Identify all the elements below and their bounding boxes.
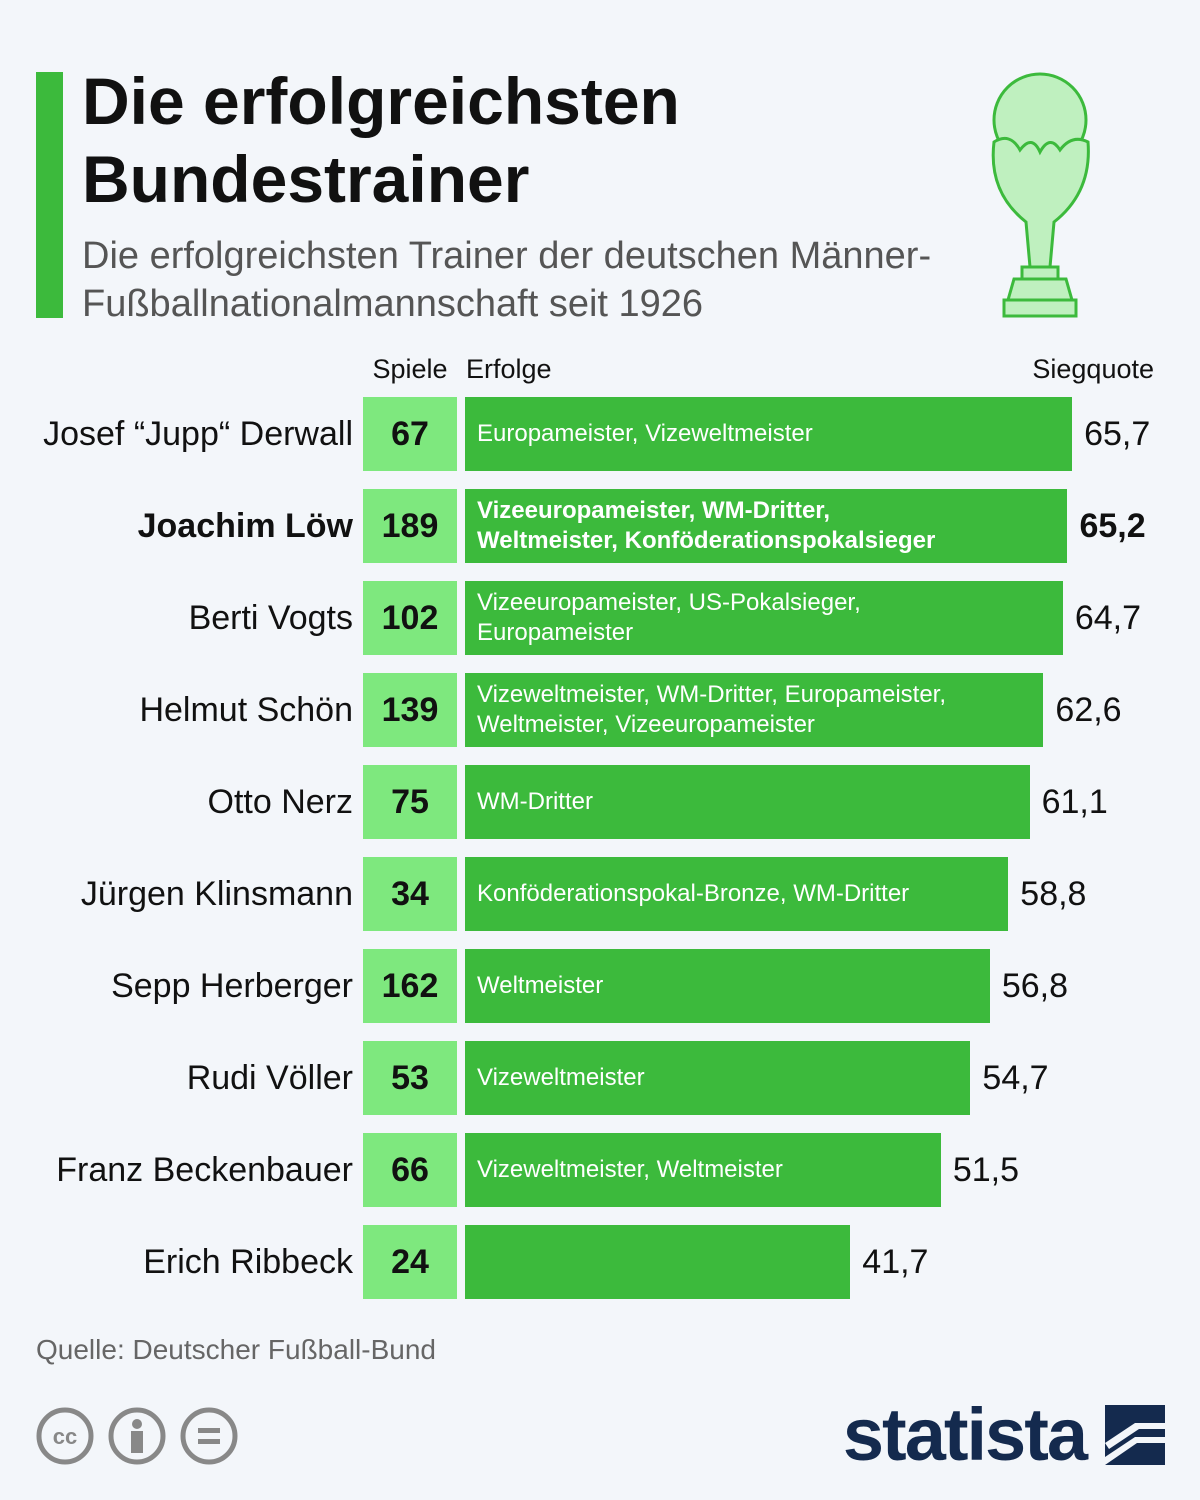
- category-label: Rudi Völler: [186, 1059, 353, 1097]
- bar: [465, 857, 1009, 931]
- accent-bar: [36, 72, 63, 318]
- achievements-text: Europameister, Vizeweltmeister: [477, 420, 813, 447]
- games-cell: 53: [363, 1041, 457, 1115]
- category-label: Otto Nerz: [207, 783, 353, 821]
- achievements-text: WM-Dritter: [477, 788, 593, 815]
- category-label: Berti Vogts: [188, 599, 353, 637]
- title: Die erfolgreichsten Bundestrainer: [82, 64, 680, 216]
- bar: [465, 1041, 971, 1115]
- achievements-text: Weltmeister: [477, 972, 604, 999]
- category-label: Erich Ribbeck: [143, 1243, 353, 1281]
- games-cell: 139: [363, 673, 457, 747]
- bar: [465, 949, 990, 1023]
- games-cell: 66: [363, 1133, 457, 1207]
- category-label: Joachim Löw: [137, 507, 353, 545]
- value-label: 64,7: [1074, 599, 1141, 637]
- value-label: 41,7: [862, 1243, 929, 1281]
- games-cell: 102: [363, 581, 457, 655]
- games-cell: 24: [363, 1225, 457, 1299]
- achievements-text: Vizeweltmeister, Weltmeister: [477, 1156, 783, 1183]
- category-label: Franz Beckenbauer: [56, 1151, 353, 1189]
- achievements-text: Vizeeuropameister, US-Pokalsieger, Europ…: [477, 589, 861, 646]
- value-label: 62,6: [1055, 691, 1122, 729]
- bar: [465, 489, 1068, 563]
- column-header: Erfolge: [466, 354, 552, 384]
- license-icons: cc: [36, 1407, 238, 1465]
- value-label: 65,7: [1084, 415, 1151, 453]
- games-cell: 162: [363, 949, 457, 1023]
- bar: [465, 1133, 941, 1207]
- achievements-text: Konföderationspokal-Bronze, WM-Dritter: [477, 880, 910, 907]
- brand-logo: statista: [842, 1393, 1088, 1476]
- bar: [465, 581, 1063, 655]
- bar: [465, 1225, 851, 1299]
- column-header: Spiele: [372, 354, 448, 384]
- source: Quelle: Deutscher Fußball-Bund: [36, 1334, 436, 1365]
- category-label: Josef “Jupp“ Derwall: [43, 415, 353, 453]
- trophy-icon: [991, 72, 1090, 318]
- achievements-text: Vizeeuropameister, WM-Dritter, Weltmeist…: [477, 497, 936, 554]
- value-label: 61,1: [1041, 783, 1108, 821]
- brand-icon: [1105, 1405, 1165, 1465]
- category-label: Jürgen Klinsmann: [80, 875, 353, 913]
- bar: [465, 673, 1044, 747]
- games-cell: 34: [363, 857, 457, 931]
- achievements-text: Vizeweltmeister: [477, 1064, 645, 1091]
- games-cell: 67: [363, 397, 457, 471]
- achievements-text: Vizeweltmeister, WM-Dritter, Europameist…: [477, 681, 947, 738]
- games-cell: 75: [363, 765, 457, 839]
- value-label: 51,5: [952, 1151, 1020, 1189]
- value-label: 65,2: [1079, 507, 1146, 545]
- bar: [465, 765, 1030, 839]
- category-label: Sepp Herberger: [111, 967, 353, 1005]
- category-label: Helmut Schön: [139, 691, 353, 729]
- value-label: 56,8: [1001, 967, 1069, 1005]
- value-label: 54,7: [982, 1059, 1049, 1097]
- bar: [465, 397, 1073, 471]
- column-header: Siegquote: [1032, 354, 1154, 384]
- subtitle: Die erfolgreichsten Trainer der deutsche…: [82, 235, 932, 325]
- games-cell: 189: [363, 489, 457, 563]
- svg-text:cc: cc: [53, 1424, 77, 1449]
- value-label: 58,8: [1020, 875, 1087, 913]
